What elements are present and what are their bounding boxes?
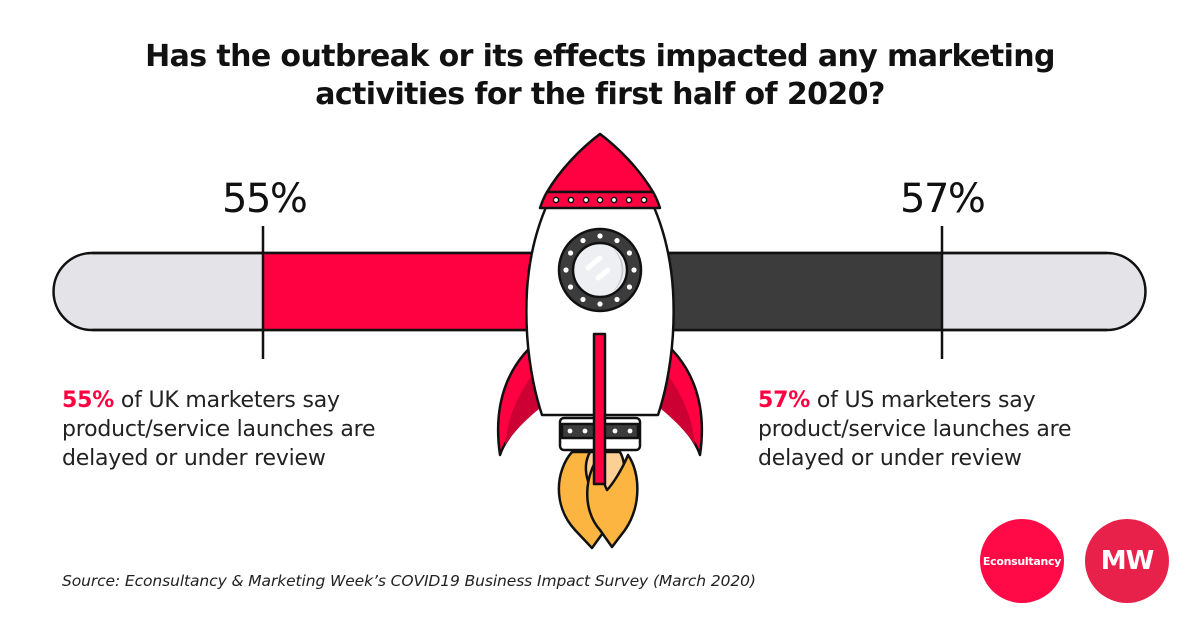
us-caption-line-3: delayed or under review: [758, 446, 1022, 471]
rocket-icon: [496, 132, 704, 550]
uk-caption: 55% of UK marketers say product/service …: [62, 386, 376, 473]
porthole-rivet: [626, 284, 633, 290]
us-caption: 57% of US marketers say product/service …: [758, 386, 1072, 473]
us-caption-line-1: 57% of US marketers say: [758, 386, 1071, 415]
chart-title: Has the outbreak or its effects impacted…: [0, 38, 1200, 114]
uk-caption-line-1-text: of UK marketers say: [114, 388, 340, 413]
porthole-rivet: [567, 250, 574, 256]
porthole-rivet: [580, 296, 586, 303]
uk-caption-highlight: 55%: [62, 388, 115, 413]
marketing-week-logo-text: MW: [1100, 546, 1155, 576]
us-percentage-label: 57%: [900, 176, 986, 222]
us-caption-line-1-text: of US marketers say: [810, 388, 1036, 413]
title-line-1: Has the outbreak or its effects impacted…: [145, 39, 1055, 74]
porthole-rivet: [567, 284, 574, 290]
rocket-nose: [545, 132, 655, 194]
porthole-rivet: [614, 237, 620, 244]
marketing-week-logo: MW: [1085, 519, 1169, 603]
porthole-rivet: [597, 233, 603, 239]
uk-caption-line-1: 55% of UK marketers say: [62, 386, 375, 415]
uk-caption-line-2: product/service launches are: [62, 417, 376, 442]
title-line-2: activities for the first half of 2020?: [315, 77, 885, 112]
porthole-rivet: [580, 237, 586, 244]
porthole-icon: [557, 227, 643, 313]
uk-caption-line-3: delayed or under review: [62, 446, 326, 471]
econsultancy-logo-text: Econsultancy: [982, 554, 1062, 568]
us-caption-highlight: 57%: [758, 388, 811, 413]
porthole-rivet: [626, 250, 633, 256]
porthole-rivet: [614, 296, 620, 303]
us-caption-line-2: product/service launches are: [758, 417, 1072, 442]
porthole-rivet: [631, 267, 637, 273]
porthole-rivet: [597, 301, 603, 307]
rocket-stripe: [592, 332, 607, 486]
source-note: Source: Econsultancy & Marketing Week’s …: [62, 572, 756, 590]
econsultancy-logo: Econsultancy: [980, 519, 1064, 603]
uk-percentage-label: 55%: [222, 176, 308, 222]
porthole-rivet: [563, 267, 569, 273]
